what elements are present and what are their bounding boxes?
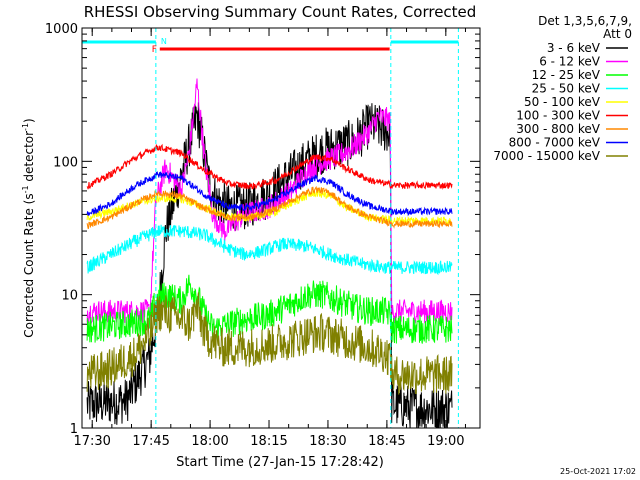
series-line-1	[86, 78, 453, 325]
legend-label-8: 7000 - 15000 keV	[493, 149, 600, 163]
footer-date: 25-Oct-2021 17:02	[560, 467, 636, 476]
x-axis-label: Start Time (27-Jan-15 17:28:42)	[176, 455, 384, 470]
series-line-3	[86, 224, 453, 276]
y-axis-label-mid: detector	[22, 131, 36, 186]
x-tick-label-0: 17:30	[73, 434, 110, 449]
y-tick-label-1: 10	[61, 289, 78, 304]
x-tick-label-4: 18:30	[309, 434, 346, 449]
marker-layer: FN	[82, 28, 459, 428]
legend-header-line1: Det 1,3,5,6,7,9,	[538, 14, 632, 28]
y-tick-label-2: 100	[53, 155, 78, 170]
legend-label-3: 25 - 50 keV	[532, 82, 601, 96]
x-tick-label-6: 19:00	[427, 434, 464, 449]
night-label: N	[161, 37, 167, 46]
legend-label-6: 300 - 800 keV	[516, 122, 600, 136]
x-tick-label-1: 17:45	[132, 434, 169, 449]
legend-label-1: 6 - 12 keV	[539, 55, 601, 69]
legend-label-2: 12 - 25 keV	[532, 68, 601, 82]
flare-flag-label: F	[152, 45, 157, 55]
y-axis-label-end: )	[22, 118, 36, 123]
x-tick-label-3: 18:15	[250, 434, 287, 449]
y-tick-label-0: 1	[70, 422, 78, 437]
legend-header-line2: Att 0	[603, 27, 632, 41]
legend-label-4: 50 - 100 keV	[524, 95, 601, 109]
tick-layer: 17:30 17:45 18:00 18:15 18:30 18:45 19:00 1 10 10…	[45, 22, 480, 449]
legend-label-0: 3 - 6 keV	[547, 41, 601, 55]
series-line-2	[86, 274, 453, 344]
x-tick-label-2: 18:00	[191, 434, 228, 449]
plot-frame	[81, 27, 481, 429]
y-axis-label-sup1: -1	[21, 185, 30, 193]
series-line-5	[86, 143, 453, 190]
legend-label-7: 800 - 7000 keV	[509, 136, 601, 150]
legend-label-5: 100 - 300 keV	[516, 109, 600, 123]
x-tick-label-5: 18:45	[368, 434, 405, 449]
y-axis-label-main: Corrected Count Rate (s	[22, 193, 36, 337]
y-axis-label: Corrected Count Rate (s-1 detector-1)	[21, 118, 36, 337]
y-axis-label-sup2: -1	[21, 123, 30, 131]
y-tick-label-3: 1000	[45, 22, 78, 37]
chart-title: RHESSI Observing Summary Count Rates, Co…	[84, 3, 477, 21]
